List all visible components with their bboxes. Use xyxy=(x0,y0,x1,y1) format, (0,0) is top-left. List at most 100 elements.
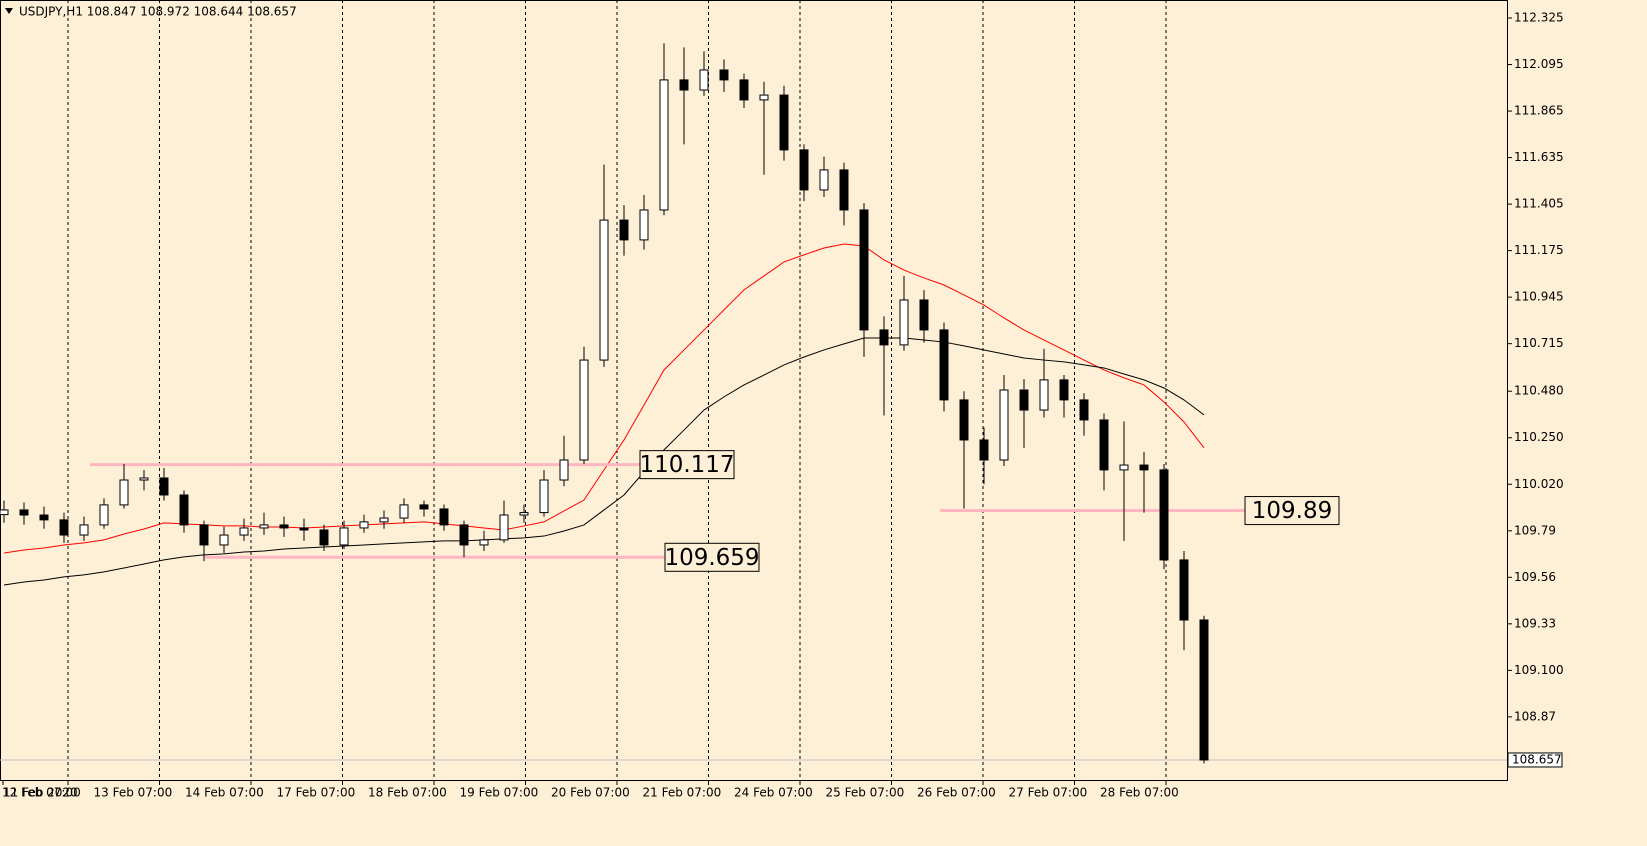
x-tick-label: 17 Feb 07:00 xyxy=(277,786,356,800)
candle-body xyxy=(859,209,869,331)
y-tick-label: 110.480 xyxy=(1514,384,1564,398)
candle-body xyxy=(899,299,909,346)
candle-body xyxy=(819,169,829,191)
x-tick-label: 14 Feb 07:00 xyxy=(185,786,264,800)
candle-body xyxy=(599,219,609,361)
candle-body xyxy=(759,94,769,101)
candle-body xyxy=(439,508,449,526)
chart-header: USDJPY,H1 108.847 108.972 108.644 108.65… xyxy=(19,5,297,19)
candle-body xyxy=(939,329,949,401)
y-tick-label: 110.945 xyxy=(1514,290,1564,304)
candle-body xyxy=(319,529,329,546)
candle-body xyxy=(179,494,189,526)
candle-body xyxy=(1099,419,1109,471)
candle-body xyxy=(679,79,689,91)
y-tick-label: 109.79 xyxy=(1514,523,1556,537)
candle-body xyxy=(139,477,149,481)
candle-body xyxy=(499,514,509,541)
y-tick-label: 110.020 xyxy=(1514,477,1564,491)
y-tick-label: 111.405 xyxy=(1514,197,1564,211)
candle-body xyxy=(39,514,49,521)
candle-body xyxy=(239,527,249,536)
candle-body xyxy=(659,79,669,211)
candle-body xyxy=(119,479,129,506)
candle-body xyxy=(619,219,629,241)
y-tick-label: 109.33 xyxy=(1514,616,1556,630)
last-price-box xyxy=(1507,752,1563,768)
x-tick-label: 12 Feb 07:00 xyxy=(2,786,81,800)
x-tick-label: 20 Feb 07:00 xyxy=(551,786,630,800)
candle-body xyxy=(419,504,429,510)
y-tick-label: 110.250 xyxy=(1514,430,1564,444)
level-label: 109.659 xyxy=(664,545,759,571)
candle-body xyxy=(339,527,349,546)
candle-body xyxy=(1159,469,1169,561)
x-tick-label: 24 Feb 07:00 xyxy=(734,786,813,800)
candle-body xyxy=(739,79,749,101)
candle-body xyxy=(1019,389,1029,411)
candle-body xyxy=(79,524,89,536)
candle-body xyxy=(919,299,929,331)
x-tick-label: 11 Feb 2020 xyxy=(3,786,78,800)
candle-body xyxy=(559,459,569,481)
y-tick-label: 111.175 xyxy=(1514,243,1564,257)
candle-body xyxy=(459,524,469,546)
candle-body xyxy=(1139,464,1149,471)
collapse-arrow[interactable] xyxy=(5,8,13,14)
candle-body xyxy=(259,524,269,529)
candle-body xyxy=(999,389,1009,461)
candle-body xyxy=(959,399,969,441)
candle-body xyxy=(19,509,29,516)
candle-body xyxy=(979,439,989,461)
x-tick-label: 27 Feb 07:00 xyxy=(1009,786,1088,800)
x-tick-label: 19 Feb 07:00 xyxy=(460,786,539,800)
y-tick-label: 112.325 xyxy=(1514,11,1564,25)
x-tick-label: 26 Feb 07:00 xyxy=(917,786,996,800)
x-tick-label: 13 Feb 07:00 xyxy=(94,786,173,800)
candle-body xyxy=(159,477,169,496)
candle-body xyxy=(1079,399,1089,421)
y-tick-label: 111.865 xyxy=(1514,104,1564,118)
x-tick-label: 21 Feb 07:00 xyxy=(643,786,722,800)
x-tick-label: 18 Feb 07:00 xyxy=(368,786,447,800)
y-tick-label: 112.095 xyxy=(1514,57,1564,71)
candle-body xyxy=(479,539,489,546)
y-tick-label: 109.100 xyxy=(1514,663,1564,677)
level-label-box xyxy=(1244,496,1340,526)
candle-body xyxy=(1059,379,1069,401)
candle-body xyxy=(1039,379,1049,411)
candle-body xyxy=(199,524,209,546)
candle-body xyxy=(279,524,289,529)
candle-body xyxy=(639,209,649,241)
candle-body xyxy=(299,527,309,531)
candle-body xyxy=(59,519,69,536)
candle-body xyxy=(699,69,709,91)
candle-body xyxy=(779,94,789,151)
level-label: 110.117 xyxy=(639,452,734,478)
candle-body xyxy=(99,504,109,526)
candle-body xyxy=(1179,559,1189,621)
x-tick-label: 25 Feb 07:00 xyxy=(826,786,905,800)
candle-body xyxy=(379,517,389,523)
x-tick-label: 28 Feb 07:00 xyxy=(1100,786,1179,800)
y-tick-label: 110.715 xyxy=(1514,336,1564,350)
candle-body xyxy=(219,534,229,546)
candle-body xyxy=(359,521,369,529)
candle-body xyxy=(579,359,589,461)
level-label-box xyxy=(664,542,760,572)
candle-body xyxy=(1199,619,1209,761)
candle-body xyxy=(399,504,409,519)
level-label-box xyxy=(639,450,735,480)
candle-body xyxy=(539,479,549,514)
candle-body xyxy=(0,509,9,516)
candle-body xyxy=(719,69,729,81)
plot-area xyxy=(0,0,1508,781)
last-price-label: 108.657 xyxy=(1512,752,1562,766)
candle-body xyxy=(519,512,529,516)
level-label: 109.89 xyxy=(1252,498,1332,524)
y-tick-label: 111.635 xyxy=(1514,150,1564,164)
y-tick-label: 109.56 xyxy=(1514,570,1556,584)
candle-body xyxy=(799,149,809,191)
